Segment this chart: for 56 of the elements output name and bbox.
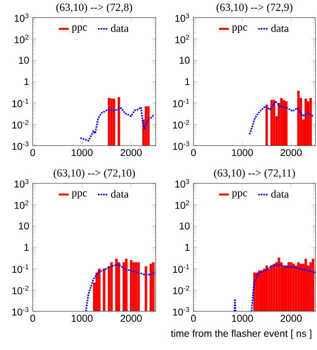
y-tick-label: 10$^{-2}$ xyxy=(172,120,189,129)
y-tick-label: 10 xyxy=(180,56,190,64)
x-tick-label: 1000 xyxy=(232,314,253,322)
y-tick-label: 10$^{3}$ xyxy=(175,13,189,22)
x-tick-label: 1000 xyxy=(71,149,92,156)
y-tick-label: 10 xyxy=(18,222,29,230)
y-tick-label: 10$^{3}$ xyxy=(14,13,28,22)
y-tick-label: 10$^{2}$ xyxy=(14,200,28,209)
y-tick-label: 10 xyxy=(180,222,190,230)
x-tick-label: 2000 xyxy=(120,149,142,156)
y-tick-label: 10$^{-2}$ xyxy=(172,286,189,294)
x-axis-title: time from the flasher event [ ns ] xyxy=(170,330,312,339)
x-tick-label: 1000 xyxy=(71,314,92,322)
legend-label: data xyxy=(270,24,289,32)
x-tick-label: 2000 xyxy=(280,149,302,156)
x-tick-label: 0 xyxy=(190,314,196,322)
legend-label: data xyxy=(110,24,128,32)
chart-title: (63,10) --> (72,9) xyxy=(216,3,292,14)
y-tick-label: 10$^{-1}$ xyxy=(12,98,28,108)
y-tick-label: 1 xyxy=(24,78,29,86)
legend-label: ppc xyxy=(232,191,247,199)
y-tick-label: 10$^{-1}$ xyxy=(172,264,189,273)
chart-title: (63,10) --> (72,10) xyxy=(53,168,135,179)
legend-label: ppc xyxy=(72,191,87,199)
y-tick-label: 10$^{-3}$ xyxy=(172,141,189,150)
x-tick-label: 0 xyxy=(190,149,196,156)
y-tick-label: 10$^{2}$ xyxy=(175,34,189,44)
legend-label: ppc xyxy=(72,26,87,33)
x-tick-label: 0 xyxy=(30,149,35,156)
y-tick-label: 1 xyxy=(185,78,190,86)
line-series xyxy=(79,106,155,142)
y-tick-label: 10$^{-1}$ xyxy=(12,264,28,273)
y-tick-label: 1 xyxy=(24,244,29,251)
legend-label: data xyxy=(270,190,289,198)
y-tick-label: 10 xyxy=(18,56,29,64)
chart-title: (63,10) --> (72,8) xyxy=(56,3,132,14)
y-tick-label: 10$^{-3}$ xyxy=(172,307,189,316)
x-tick-label: 0 xyxy=(30,314,35,322)
y-tick-label: 10$^{-1}$ xyxy=(172,98,189,108)
y-tick-label: 10$^{-3}$ xyxy=(12,141,28,150)
x-tick-label: 1000 xyxy=(232,149,253,156)
y-tick-label: 10$^{-3}$ xyxy=(12,307,28,316)
legend-label: ppc xyxy=(232,26,247,33)
y-tick-label: 10$^{3}$ xyxy=(14,179,28,188)
y-tick-label: 10$^{-2}$ xyxy=(12,286,28,294)
legend-label: data xyxy=(110,190,128,198)
x-tick-label: 2000 xyxy=(280,314,302,322)
y-tick-label: 10$^{-2}$ xyxy=(12,120,28,129)
chart-title: (63,10) --> (72,11) xyxy=(214,168,295,179)
y-tick-label: 1 xyxy=(185,244,190,251)
y-tick-label: 10$^{2}$ xyxy=(175,200,189,209)
y-tick-label: 10$^{2}$ xyxy=(14,34,28,44)
x-tick-label: 2000 xyxy=(120,314,142,322)
line-series xyxy=(248,100,314,136)
line-series xyxy=(84,264,156,312)
y-tick-label: 10$^{3}$ xyxy=(175,179,189,188)
